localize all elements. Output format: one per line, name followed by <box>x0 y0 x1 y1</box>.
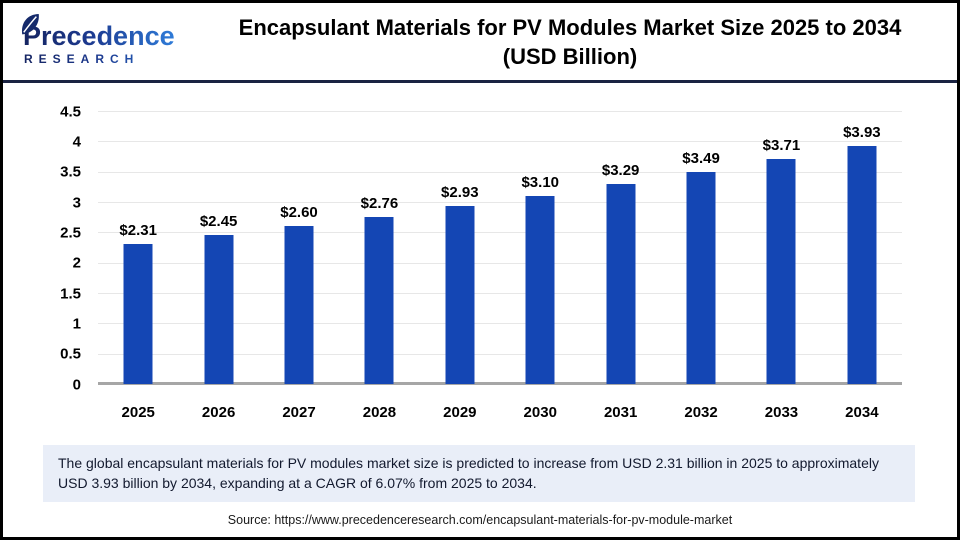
bar-slot-2033: $3.71 2033 <box>741 112 821 421</box>
x-tick-label: 2029 <box>443 404 477 421</box>
summary-box: The global encapsulant materials for PV … <box>43 445 915 502</box>
bar-value-label: $2.45 <box>199 213 238 231</box>
bar-value-label: $2.31 <box>119 221 157 239</box>
gridline <box>98 111 902 112</box>
bar-2031 <box>606 184 636 384</box>
chart-title: Encapsulant Materials for PV Modules Mar… <box>193 13 947 71</box>
x-tick-label: 2033 <box>764 404 799 421</box>
y-tick-label: 2 <box>72 254 81 272</box>
x-tick-label: 2027 <box>282 404 316 421</box>
x-tick-label: 2032 <box>684 404 718 421</box>
logo-subtitle: RESEARCH <box>23 53 193 65</box>
bar-slot-2029: $2.93 2029 <box>420 112 500 421</box>
leaf-icon <box>21 13 39 34</box>
bar-value-label: $2.60 <box>280 204 318 222</box>
logo-wordmark: Precedence <box>23 20 175 51</box>
bar-2034 <box>847 145 877 384</box>
y-tick-label: 4 <box>72 133 81 151</box>
y-tick-label: 0.5 <box>60 345 81 363</box>
bar-slot-2027: $2.60 2027 <box>259 112 339 421</box>
bar-2033 <box>766 158 796 384</box>
y-tick-label: 1.5 <box>60 284 81 302</box>
bar-2029 <box>445 206 475 384</box>
bar-2032 <box>686 172 716 384</box>
bar-slot-2034: $3.93 2034 <box>822 112 902 421</box>
bar-slot-2026: $2.45 2026 <box>178 112 258 421</box>
gridline <box>98 141 902 143</box>
bar-value-label: $3.10 <box>521 173 560 191</box>
bar-value-label: $3.29 <box>601 162 640 180</box>
y-axis: 0 0.5 1 1.5 2 2.5 3 3.5 4 4.5 <box>3 103 98 392</box>
gridline <box>98 171 902 173</box>
bar-slot-2028: $2.76 2028 <box>339 112 419 421</box>
x-tick-label: 2025 <box>121 404 155 421</box>
gridline <box>98 262 902 264</box>
gridline <box>98 293 902 294</box>
bar-slot-2032: $3.49 2032 <box>661 112 741 421</box>
bar-2030 <box>525 195 555 384</box>
plot-area: $2.31 2025 $2.45 2026 $2.60 2027 $2.76 2028 $2.9… <box>98 111 902 421</box>
bar-2026 <box>204 235 234 384</box>
y-tick-label: 2.5 <box>60 224 81 242</box>
x-tick-label: 2031 <box>603 404 638 421</box>
bar-value-label: $3.71 <box>762 136 801 154</box>
x-tick-label: 2034 <box>845 404 879 421</box>
bar-value-label: $2.76 <box>360 194 399 212</box>
precedence-research-logo: Precedence RESEARCH <box>21 13 193 65</box>
y-tick-label: 3 <box>72 193 81 211</box>
y-tick-label: 3.5 <box>60 163 81 181</box>
y-tick-label: 4.5 <box>60 102 81 120</box>
source-line: Source: https://www.precedenceresearch.c… <box>227 512 733 527</box>
bar-2025 <box>123 243 153 384</box>
chart-title-line1: Encapsulant Materials for PV Modules Mar… <box>238 14 902 40</box>
header: Precedence RESEARCH Encapsulant Material… <box>3 3 957 83</box>
x-tick-label: 2028 <box>362 404 397 421</box>
bar-value-label: $2.93 <box>441 184 479 202</box>
bar-slot-2025: $2.31 2025 <box>98 112 178 421</box>
gridline <box>98 232 902 234</box>
bars-group: $2.31 2025 $2.45 2026 $2.60 2027 $2.76 2028 $2.9… <box>98 112 902 421</box>
x-tick-label: 2026 <box>201 404 236 421</box>
y-tick-label: 1 <box>72 315 81 333</box>
summary-text: The global encapsulant materials for PV … <box>58 455 879 492</box>
chart-title-line2: (USD Billion) <box>502 43 638 69</box>
bar-2027 <box>284 226 314 384</box>
bar-value-label: $3.49 <box>682 150 720 168</box>
bar-slot-2030: $3.10 2030 <box>500 112 580 421</box>
bar-slot-2031: $3.29 2031 <box>580 112 660 421</box>
bar-value-label: $3.93 <box>843 123 881 141</box>
x-tick-label: 2030 <box>523 404 557 421</box>
x-axis-line <box>98 382 902 385</box>
y-tick-label: 0 <box>72 375 81 393</box>
gridline <box>98 323 902 325</box>
bar-chart: 0 0.5 1 1.5 2 2.5 3 3.5 4 4.5 $2.31 2025 $2.45 2026 $… <box>3 103 957 421</box>
gridline <box>98 202 902 203</box>
gridline <box>98 353 902 355</box>
bar-2028 <box>364 216 394 384</box>
